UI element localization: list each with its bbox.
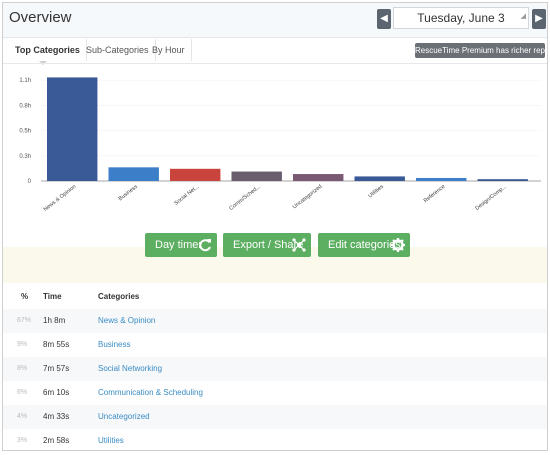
row-time: 6m 10s [43,388,70,397]
x-tick-label: Social Net... [173,184,200,207]
header-percent: % [21,292,29,301]
row-percent: 3% [17,437,28,444]
tab-by-hour[interactable]: By Hour [146,39,192,61]
row-time: 7m 57s [43,364,70,373]
row-category-link[interactable]: Business [98,340,131,349]
x-tick-label: Reference [423,184,447,204]
chart-bar [170,168,221,181]
row-category-link[interactable]: News & Opinion [98,316,156,325]
chart-bar [108,167,159,181]
chart-bar [231,171,282,181]
tabs-divider [3,63,547,64]
daytimer-button[interactable]: Day timer [145,233,217,257]
category-bar-chart: 0 0.3h 0.5h 0.8h 1.1h News & Opinion Business S… [19,77,541,213]
gear-icon [391,238,405,252]
date-label: Tuesday, June 3 [417,11,505,25]
x-tick-label: Utilities [367,184,385,200]
row-percent: 6% [17,389,28,396]
row-percent: 4% [17,413,28,420]
header-time: Time [43,292,62,301]
table-row: 9% 8m 55s Business [3,333,547,357]
table-row: 67% 1h 8m News & Opinion [3,309,547,333]
chart-bar [293,174,344,181]
chart-bar [47,77,98,181]
row-category-link[interactable]: Utilities [98,436,124,445]
table-header-row: % Time Categories [3,285,547,309]
x-tick-label: Design/Comp... [474,184,508,212]
x-tick-label: Business [118,184,139,203]
share-icon [292,238,306,252]
resize-grip-icon: ◢ [520,13,526,20]
row-percent: 67% [17,317,32,324]
chart-bar [354,176,405,181]
previous-day-button[interactable]: ◀ [377,9,391,29]
page-title: Overview [9,9,72,26]
row-time: 1h 8m [43,316,66,325]
y-tick-label: 0 [28,179,32,185]
chart-bar [477,179,528,181]
header-bar: Overview ◀ Tuesday, June 3 ◢ ▶ [3,3,547,38]
chart-bar [416,177,467,181]
overview-panel: Overview ◀ Tuesday, June 3 ◢ ▶ Top Categ… [2,2,548,451]
next-day-button[interactable]: ▶ [532,9,546,29]
export-share-button[interactable]: Export / Share [223,233,311,257]
y-tick-label: 0.8h [19,103,31,109]
row-time: 2m 58s [43,436,70,445]
table-row: 6% 6m 10s Communication & Scheduling [3,381,547,405]
export-share-label: Export / Share [233,239,304,251]
x-tick-label: News & Opinion [43,184,78,213]
table-row: 3% 2m 58s Utilities [3,429,547,450]
chevron-right-icon: ▶ [535,13,543,24]
row-percent: 8% [17,365,28,372]
y-tick-label: 1.1h [19,78,31,84]
action-bar: Day timer Export / Share Edit categories [3,233,547,283]
premium-badge[interactable]: RescueTime Premium has richer reports [415,43,547,58]
chevron-left-icon: ◀ [380,13,388,24]
daytimer-label: Day timer [155,239,203,251]
tab-sub-categories[interactable]: Sub-Categories [80,39,156,61]
edit-categories-label: Edit categories [328,239,401,251]
date-picker[interactable]: Tuesday, June 3 ◢ [393,7,529,29]
tab-top-categories[interactable]: Top Categories [9,39,87,61]
row-time: 4m 33s [43,412,70,421]
refresh-icon [199,239,211,252]
y-tick-label: 0.3h [19,154,31,160]
x-tick-label: Comm/Sched... [228,184,262,212]
edit-categories-button[interactable]: Edit categories [318,233,410,257]
x-tick-label: Uncategorized [292,184,324,211]
table-row: 4% 4m 33s Uncategorized [3,405,547,429]
header-categories: Categories [98,292,140,301]
row-category-link[interactable]: Uncategorized [98,412,150,421]
row-category-link[interactable]: Communication & Scheduling [98,388,203,397]
row-category-link[interactable]: Social Networking [98,364,163,373]
row-time: 8m 55s [43,340,70,349]
row-percent: 9% [17,341,28,348]
table-row: 8% 7m 57s Social Networking [3,357,547,381]
y-tick-label: 0.5h [19,129,31,135]
